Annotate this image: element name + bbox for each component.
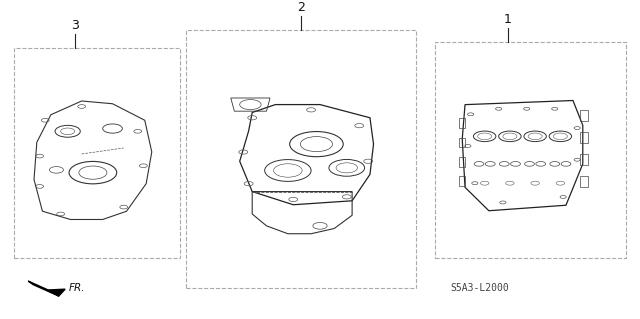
Bar xyxy=(580,132,588,143)
Bar xyxy=(460,176,465,186)
Bar xyxy=(460,118,465,128)
Text: 3: 3 xyxy=(71,19,79,32)
Bar xyxy=(580,154,588,165)
Bar xyxy=(580,176,588,187)
Bar xyxy=(460,157,465,167)
Text: 2: 2 xyxy=(297,1,305,14)
Bar xyxy=(460,138,465,147)
Text: 1: 1 xyxy=(504,12,512,26)
Text: FR.: FR. xyxy=(68,283,84,293)
Polygon shape xyxy=(47,289,65,296)
Bar xyxy=(580,110,588,121)
Polygon shape xyxy=(28,281,59,296)
Text: S5A3-L2000: S5A3-L2000 xyxy=(450,283,509,293)
